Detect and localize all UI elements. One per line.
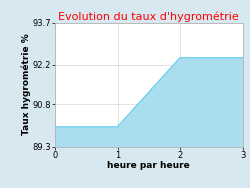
Title: Evolution du taux d'hygrométrie: Evolution du taux d'hygrométrie [58, 11, 239, 22]
X-axis label: heure par heure: heure par heure [108, 161, 190, 170]
Y-axis label: Taux hygrométrie %: Taux hygrométrie % [21, 34, 31, 136]
